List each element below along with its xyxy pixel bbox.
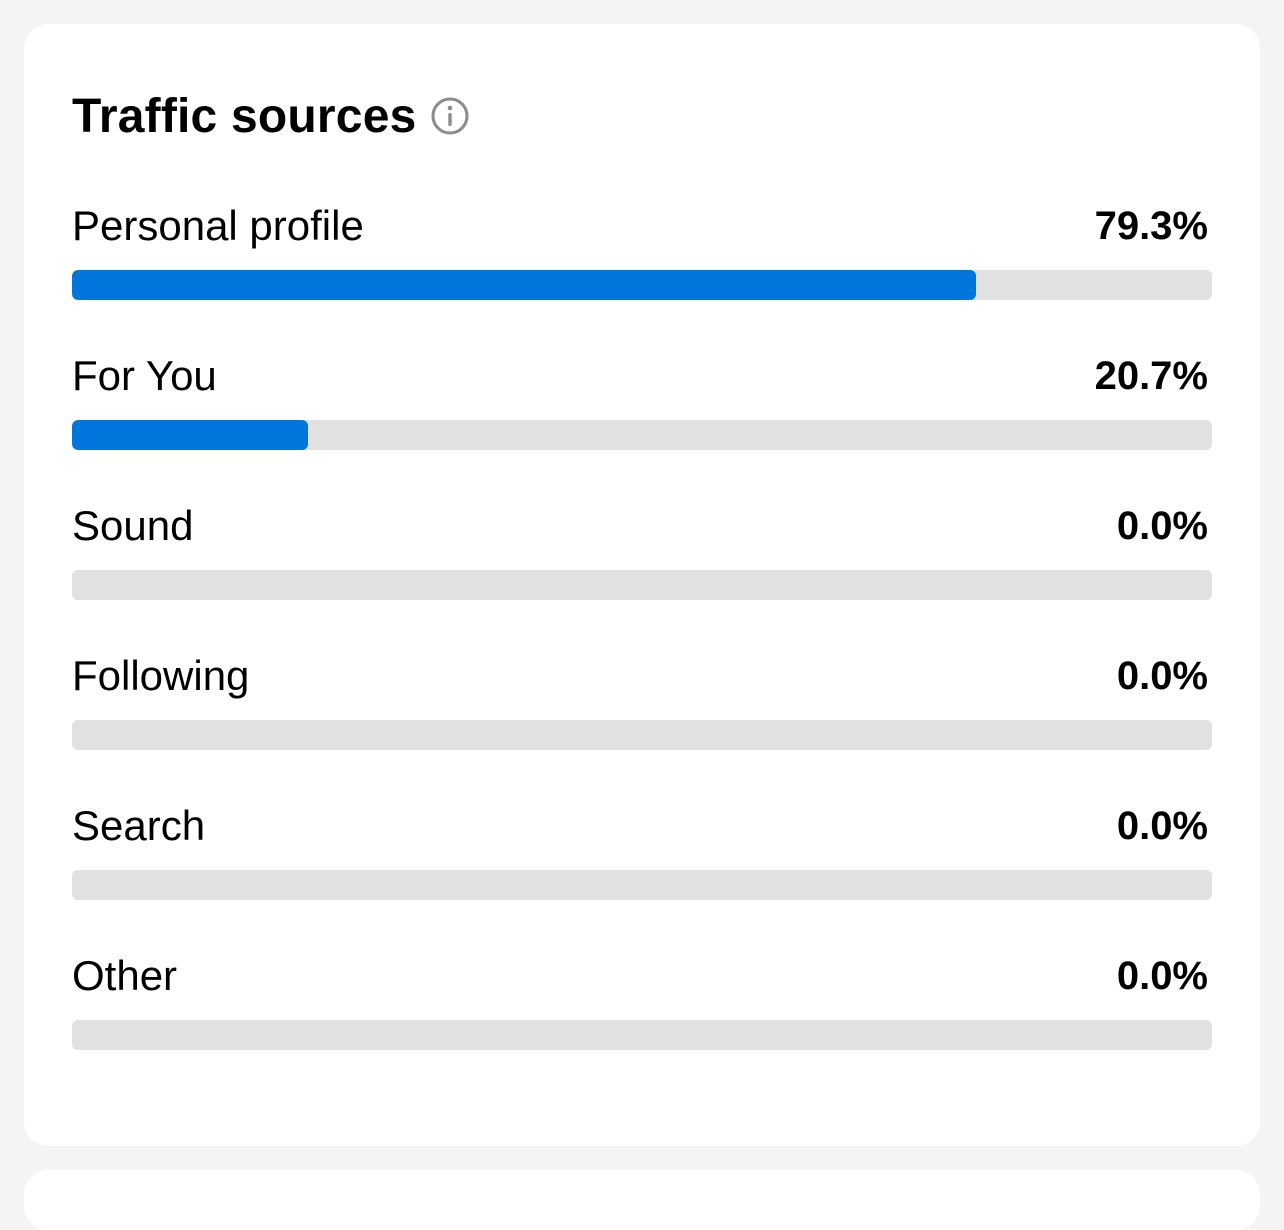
- source-label: Other: [72, 952, 178, 999]
- traffic-source-list: Personal profile 79.3% For You 20.7% Sou…: [72, 198, 1212, 1098]
- progress-track: [72, 270, 1212, 300]
- source-row-personal-profile: Personal profile 79.3%: [72, 198, 1212, 348]
- source-label: Following: [72, 652, 250, 699]
- source-label: Sound: [72, 502, 194, 549]
- source-row-search: Search 0.0%: [72, 798, 1212, 948]
- source-row-sound: Sound 0.0%: [72, 498, 1212, 648]
- progress-track: [72, 870, 1212, 900]
- source-label: Search: [72, 802, 206, 849]
- source-percent: 20.7%: [1094, 353, 1208, 398]
- progress-fill: [72, 420, 308, 450]
- source-row-following: Following 0.0%: [72, 648, 1212, 798]
- progress-track: [72, 570, 1212, 600]
- info-icon[interactable]: [430, 96, 470, 136]
- source-row-other: Other 0.0%: [72, 948, 1212, 1098]
- traffic-sources-card: Traffic sources Personal profile 79.3% F…: [24, 24, 1260, 1146]
- progress-track: [72, 420, 1212, 450]
- source-row-for-you: For You 20.7%: [72, 348, 1212, 498]
- source-percent: 0.0%: [1116, 953, 1208, 998]
- progress-track: [72, 720, 1212, 750]
- next-card: [24, 1170, 1260, 1230]
- progress-fill: [72, 270, 977, 300]
- source-percent: 0.0%: [1116, 653, 1208, 698]
- source-percent: 0.0%: [1116, 503, 1208, 548]
- card-header: Traffic sources: [72, 86, 470, 146]
- source-percent: 79.3%: [1094, 203, 1208, 248]
- source-percent: 0.0%: [1116, 803, 1208, 848]
- source-label: Personal profile: [72, 202, 364, 249]
- source-label: For You: [72, 352, 217, 399]
- card-title: Traffic sources: [72, 89, 417, 143]
- progress-track: [72, 1020, 1212, 1050]
